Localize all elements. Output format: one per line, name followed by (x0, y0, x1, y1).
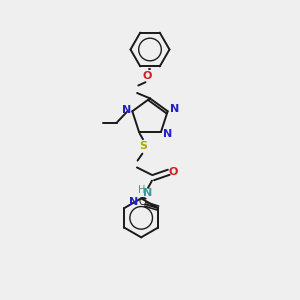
Text: H: H (138, 184, 145, 195)
Text: N: N (170, 104, 179, 114)
Text: C: C (138, 197, 145, 207)
Text: S: S (140, 141, 148, 152)
Text: O: O (142, 70, 152, 81)
Text: O: O (169, 167, 178, 177)
Text: N: N (128, 197, 138, 207)
Text: N: N (143, 188, 153, 198)
Text: N: N (122, 105, 131, 115)
Text: N: N (163, 128, 172, 139)
